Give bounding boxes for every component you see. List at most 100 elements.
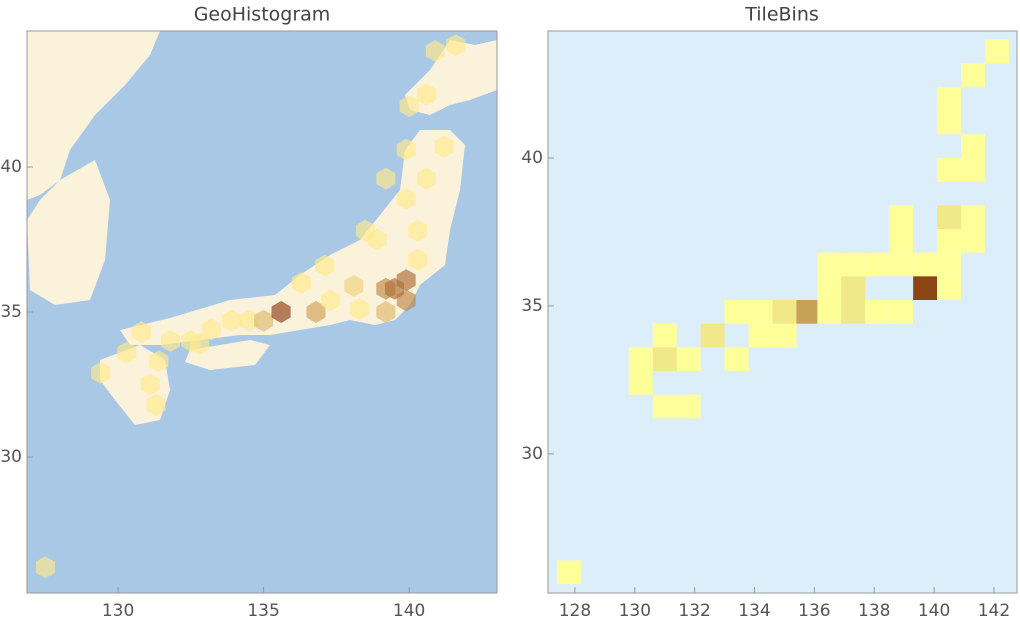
chart-title: GeoHistogram xyxy=(194,4,331,26)
y-tick-label: 30 xyxy=(0,447,22,467)
tile xyxy=(961,205,985,229)
tile xyxy=(628,371,653,395)
x-tick-label: 132 xyxy=(678,601,710,621)
tile xyxy=(652,394,677,419)
x-tick-label: 140 xyxy=(918,601,950,621)
tile xyxy=(772,300,797,324)
tile xyxy=(937,157,962,182)
frame xyxy=(547,30,1018,594)
hex-bin xyxy=(399,95,419,118)
y-tick-label: 40 xyxy=(0,157,22,177)
hex-bin xyxy=(91,361,111,384)
tile xyxy=(817,276,842,301)
y-tick-label: 40 xyxy=(521,148,543,168)
tile xyxy=(628,347,653,372)
tile xyxy=(724,300,749,324)
hex-bin xyxy=(425,40,445,62)
hex-bin xyxy=(117,341,137,364)
plot xyxy=(556,39,1009,585)
tile xyxy=(748,300,773,324)
tile xyxy=(889,205,914,229)
hex-bin xyxy=(408,248,428,271)
tile xyxy=(937,205,962,229)
hex-bin xyxy=(190,332,210,355)
hex-bin xyxy=(408,219,428,242)
hex-bin xyxy=(35,556,55,579)
tile xyxy=(961,63,985,87)
hex-bin xyxy=(396,138,416,161)
tile xyxy=(961,157,985,182)
hex-bin xyxy=(254,309,274,332)
hex-bin xyxy=(131,321,151,344)
tile xyxy=(817,300,842,324)
tile xyxy=(937,86,962,111)
hex-bin xyxy=(376,167,396,190)
hex-bin xyxy=(146,393,166,416)
x-tick-label: 136 xyxy=(798,601,830,621)
hex-bin xyxy=(385,277,405,300)
hex-bin xyxy=(201,318,221,341)
plot xyxy=(35,34,466,579)
tile xyxy=(937,228,962,253)
tile xyxy=(796,300,821,324)
x-tick-label: 138 xyxy=(858,601,890,621)
tile xyxy=(772,323,797,348)
hex-bin xyxy=(160,330,180,352)
hex-bin xyxy=(291,272,311,294)
hex-bin xyxy=(321,289,341,312)
hex-bin xyxy=(434,135,454,158)
y-tick-label: 35 xyxy=(521,296,543,316)
hex-bin xyxy=(222,309,242,332)
tile xyxy=(841,252,866,277)
tile xyxy=(889,252,914,277)
hex-bin xyxy=(344,274,364,297)
y-tick-label: 35 xyxy=(0,302,22,322)
tile xyxy=(556,560,581,585)
chart-title: TileBins xyxy=(744,4,819,26)
tile xyxy=(676,394,701,419)
tile xyxy=(961,228,985,253)
hex-bin xyxy=(417,167,437,190)
x-tick-label: 134 xyxy=(738,601,770,621)
hex-bin xyxy=(149,350,169,373)
hex-bin xyxy=(376,301,396,323)
x-tick-label: 130 xyxy=(619,601,651,621)
tile xyxy=(652,347,677,372)
tile xyxy=(889,300,914,324)
tile xyxy=(984,39,1009,64)
tile xyxy=(937,276,962,301)
hex-bin xyxy=(446,34,466,57)
x-tick-label: 142 xyxy=(978,601,1010,621)
tile xyxy=(700,323,725,348)
hex-bin xyxy=(355,219,375,242)
tile xyxy=(748,323,773,348)
tile xyxy=(676,347,701,372)
tile xyxy=(841,276,866,301)
hex-bin xyxy=(396,187,416,210)
hex-bin xyxy=(350,298,370,321)
tile xyxy=(865,252,890,277)
tile xyxy=(961,134,985,158)
hex-bin xyxy=(306,301,326,323)
tile xyxy=(841,300,866,324)
hex-bin xyxy=(239,309,259,332)
hex-bin xyxy=(417,83,437,106)
tile xyxy=(937,252,962,277)
x-tick-label: 130 xyxy=(102,601,134,621)
tile xyxy=(889,228,914,253)
tile xyxy=(913,276,938,301)
tile xyxy=(913,252,938,277)
x-tick-label: 140 xyxy=(393,601,425,621)
hex-bin xyxy=(140,373,160,396)
y-tick-label: 30 xyxy=(521,444,543,464)
tile xyxy=(937,110,962,135)
x-tick-label: 135 xyxy=(247,601,279,621)
hex-bin xyxy=(271,301,291,323)
hex-bin xyxy=(315,254,335,277)
tile xyxy=(817,252,842,277)
x-tick-label: 128 xyxy=(559,601,591,621)
tile xyxy=(652,323,677,348)
tile xyxy=(724,347,749,372)
tile xyxy=(865,300,890,324)
